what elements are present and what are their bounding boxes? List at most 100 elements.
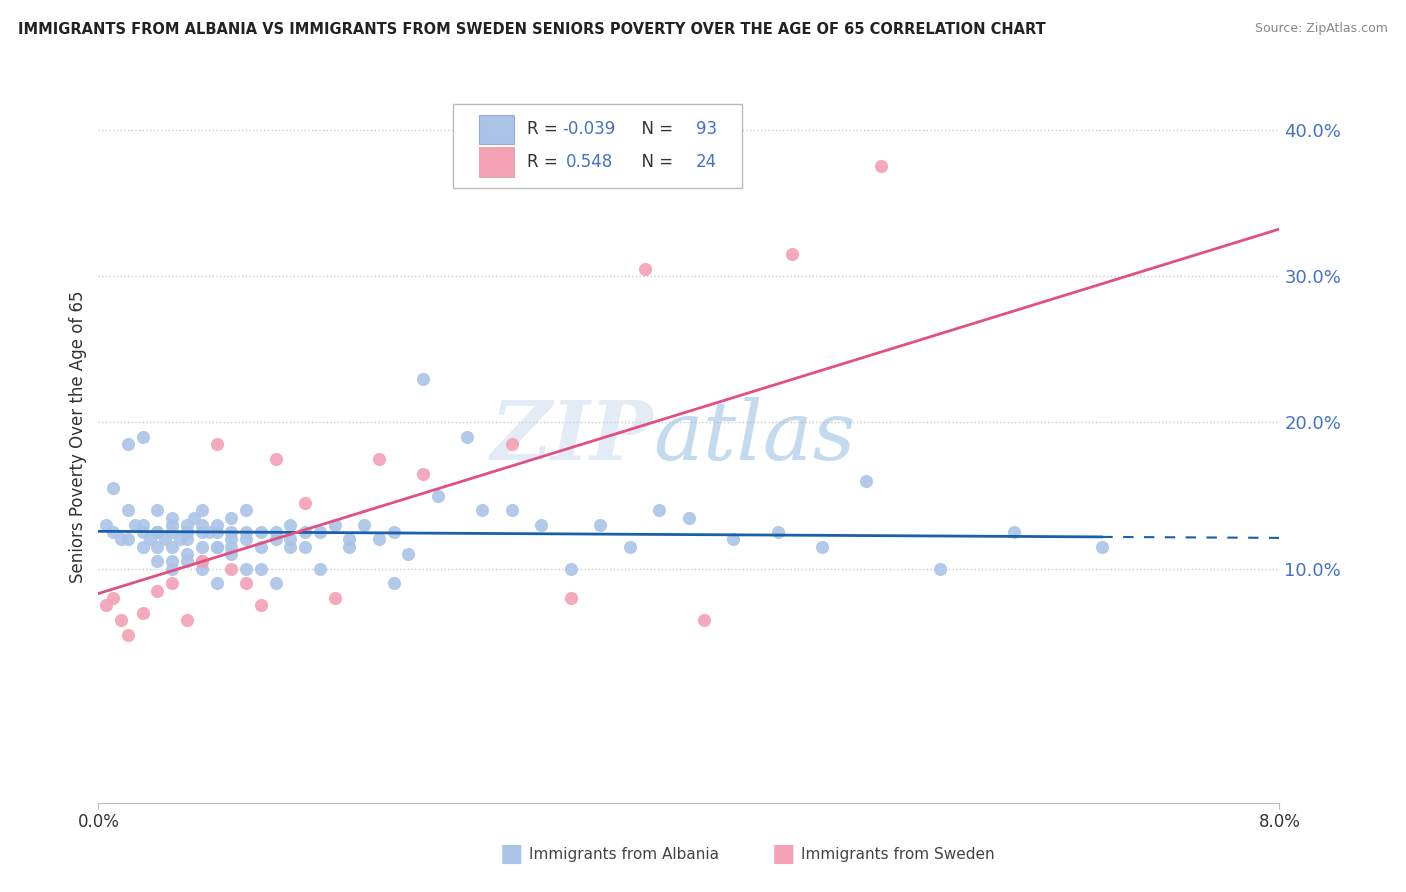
Point: [176, 533, 198, 547]
Point: [634, 261, 657, 276]
Point: [250, 525, 273, 540]
Point: [162, 554, 183, 568]
Point: [94, 517, 117, 532]
Point: [132, 525, 155, 540]
Point: [205, 517, 228, 532]
Text: -0.039: -0.039: [562, 120, 616, 138]
Point: [205, 540, 228, 554]
FancyBboxPatch shape: [453, 104, 742, 188]
Point: [412, 467, 434, 481]
Point: [221, 533, 243, 547]
Point: [198, 525, 221, 540]
Point: [162, 517, 183, 532]
Point: [176, 554, 198, 568]
Point: [191, 503, 214, 517]
Text: IMMIGRANTS FROM ALBANIA VS IMMIGRANTS FROM SWEDEN SENIORS POVERTY OVER THE AGE O: IMMIGRANTS FROM ALBANIA VS IMMIGRANTS FR…: [18, 22, 1046, 37]
Point: [560, 562, 582, 576]
Point: [191, 517, 214, 532]
Point: [368, 533, 391, 547]
Point: [132, 606, 155, 620]
Point: [250, 562, 273, 576]
Point: [191, 554, 214, 568]
Point: [427, 489, 450, 503]
Point: [693, 613, 716, 627]
Point: [501, 503, 523, 517]
Point: [530, 517, 553, 532]
Point: [191, 554, 214, 568]
Point: [766, 525, 789, 540]
Point: [221, 540, 243, 554]
Point: [191, 525, 214, 540]
Point: [471, 503, 494, 517]
Point: [589, 517, 612, 532]
Point: [162, 510, 183, 524]
Point: [323, 591, 346, 605]
Point: [235, 533, 257, 547]
Point: [117, 627, 139, 641]
Point: [1091, 540, 1114, 554]
Text: Immigrants from Albania: Immigrants from Albania: [530, 847, 720, 862]
Text: Immigrants from Sweden: Immigrants from Sweden: [801, 847, 995, 862]
Point: [94, 599, 117, 613]
Point: [176, 517, 198, 532]
Point: [294, 540, 316, 554]
Text: ■: ■: [501, 842, 523, 866]
Point: [183, 510, 205, 524]
Text: ■: ■: [772, 842, 796, 866]
Point: [412, 371, 434, 385]
Point: [176, 525, 198, 540]
Point: [221, 525, 243, 540]
Point: [221, 510, 243, 524]
Point: [264, 525, 287, 540]
Point: [250, 599, 273, 613]
Point: [117, 533, 139, 547]
Point: [221, 562, 243, 576]
Point: [398, 547, 420, 561]
Point: [250, 540, 273, 554]
Point: [221, 547, 243, 561]
Point: [560, 591, 582, 605]
Point: [782, 247, 804, 261]
Point: [619, 540, 641, 554]
Point: [132, 540, 155, 554]
Point: [146, 554, 169, 568]
Point: [169, 533, 191, 547]
Point: [176, 613, 198, 627]
Point: [132, 517, 155, 532]
Text: N =: N =: [631, 153, 679, 171]
Point: [117, 503, 139, 517]
Point: [870, 160, 893, 174]
Point: [339, 533, 361, 547]
Text: R =: R =: [527, 120, 564, 138]
Point: [110, 533, 132, 547]
Point: [110, 613, 132, 627]
Point: [280, 540, 302, 554]
Point: [153, 533, 176, 547]
Point: [162, 540, 183, 554]
Point: [103, 525, 125, 540]
Point: [191, 540, 214, 554]
Point: [235, 576, 257, 591]
Point: [162, 525, 183, 540]
Point: [191, 562, 214, 576]
Point: [176, 547, 198, 561]
Point: [323, 517, 346, 532]
Point: [339, 540, 361, 554]
Point: [176, 525, 198, 540]
Point: [678, 510, 700, 524]
Point: [648, 503, 671, 517]
Point: [280, 533, 302, 547]
FancyBboxPatch shape: [478, 114, 515, 144]
Point: [294, 496, 316, 510]
Point: [235, 503, 257, 517]
Point: [103, 481, 125, 495]
Point: [264, 533, 287, 547]
Text: atlas: atlas: [654, 397, 856, 477]
Point: [146, 540, 169, 554]
Y-axis label: Seniors Poverty Over the Age of 65: Seniors Poverty Over the Age of 65: [69, 291, 87, 583]
Point: [132, 430, 155, 444]
Point: [146, 583, 169, 598]
Text: ZIP: ZIP: [491, 397, 654, 477]
Point: [146, 525, 169, 540]
Point: [162, 562, 183, 576]
